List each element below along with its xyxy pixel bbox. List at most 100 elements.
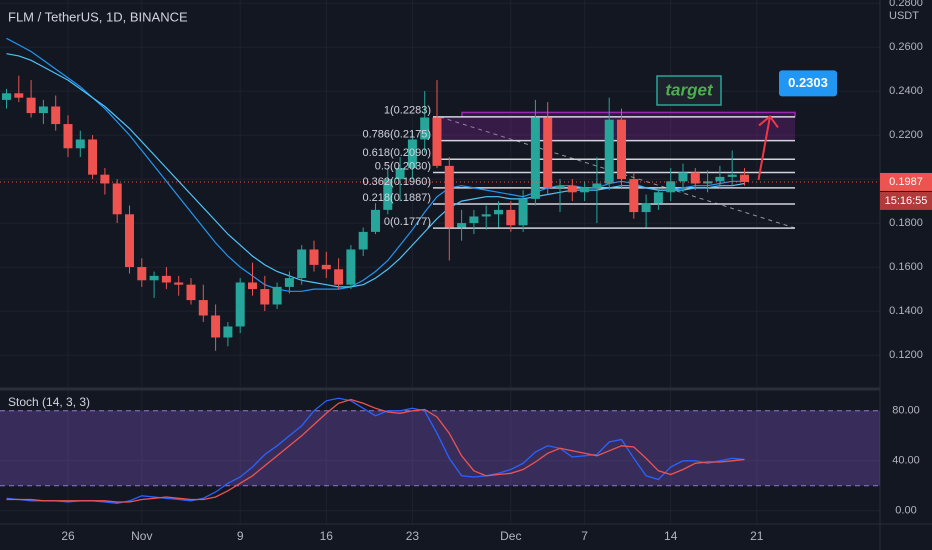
y-tick-label: 0.00 [895, 505, 916, 517]
candle-body [617, 119, 626, 180]
band-fill [0, 410, 880, 486]
candle-body [481, 214, 491, 217]
stoch-line [6, 398, 745, 503]
candle-body [407, 139, 417, 169]
y-tick-label: 0.1200 [889, 349, 923, 361]
fib-label: 0.5(0.2030) [375, 160, 431, 172]
candle-body [248, 282, 257, 290]
candle-body [88, 139, 98, 175]
unit-label: USDT [889, 10, 919, 22]
candle-body [543, 117, 553, 188]
candle-body [2, 93, 11, 100]
indicator-title: Stoch (14, 3, 3) [8, 395, 90, 409]
candle-body [653, 192, 663, 204]
candle-body [604, 119, 614, 184]
candle-body [211, 315, 221, 338]
candle-body [235, 282, 245, 327]
candle-body [260, 289, 270, 305]
x-tick-label: 7 [581, 529, 588, 543]
fib-label: 0.618(0.2090) [363, 147, 432, 159]
x-tick-label: 14 [664, 529, 678, 543]
candle-body [530, 117, 540, 199]
x-tick-label: 26 [61, 529, 75, 543]
fib-label: 0.786(0.2175) [363, 128, 432, 140]
candle-body [161, 275, 171, 283]
candle-body [395, 168, 405, 180]
candle-body [75, 139, 85, 149]
candle-body [358, 231, 368, 250]
x-tick-label: Dec [500, 529, 521, 543]
candle-body [284, 278, 294, 287]
target-arrowhead [758, 114, 779, 129]
y-tick-label: 0.2600 [889, 41, 923, 53]
target-price-label: 0.2303 [788, 75, 828, 90]
x-tick-label: Nov [131, 529, 152, 543]
x-tick-label: 21 [750, 529, 764, 543]
y-tick-label: 40.00 [892, 455, 920, 467]
candle-body [506, 209, 516, 226]
candle-body [334, 269, 344, 285]
candle-body [703, 181, 713, 184]
candle-body [14, 93, 24, 98]
candle-body [309, 249, 319, 265]
candle-body [567, 185, 577, 193]
candle-body [346, 249, 356, 285]
x-tick-label: 16 [320, 529, 334, 543]
candle-body [444, 165, 454, 228]
candle-body [629, 179, 639, 213]
candle-body [555, 185, 565, 188]
x-tick-label: 23 [406, 529, 420, 543]
candle-body [420, 117, 430, 140]
plot [0, 37, 880, 504]
candle-body [715, 176, 725, 182]
fib-label: 0.218(0.1887) [363, 192, 432, 204]
candle-body [174, 282, 184, 285]
candle-body [457, 223, 467, 228]
candle-body [223, 326, 233, 338]
candle-body [137, 267, 147, 281]
candle-body [494, 209, 503, 215]
target-arrow [757, 116, 771, 181]
y-tick-label: 0.1400 [889, 305, 923, 317]
stoch-line [6, 397, 745, 504]
candle-body [727, 174, 737, 177]
y-tick-label: 0.2800 [889, 0, 923, 9]
fib-label: 0.362(0.1960) [363, 176, 432, 188]
y-tick-label: 0.2200 [889, 129, 923, 141]
target-box [656, 75, 722, 106]
candle-body [641, 203, 651, 213]
candle-body [740, 174, 749, 182]
candle-body [38, 106, 48, 114]
candle-body [125, 214, 134, 268]
candle-body [112, 183, 122, 215]
chart-title: FLM / TetherUS, 1D, BINANCE [8, 9, 188, 24]
candle-body [272, 286, 282, 305]
fib-zone [433, 116, 795, 141]
candle-body [383, 179, 393, 210]
candle-body [51, 106, 61, 125]
candle-body [592, 183, 602, 188]
fib-label: 0(0.1777) [384, 216, 431, 228]
last-price-label: 0.1987 [889, 176, 923, 188]
candle-body [666, 181, 676, 193]
candle-body [26, 97, 36, 114]
candle-body [149, 275, 159, 281]
candle-body [198, 300, 208, 316]
candle-body [469, 216, 479, 224]
candle-body [63, 124, 73, 149]
y-tick-label: 80.00 [892, 405, 920, 417]
y-tick-label: 0.2400 [889, 85, 923, 97]
x-tick-label: 9 [237, 529, 244, 543]
candle-body [321, 264, 331, 270]
candle-body [371, 209, 380, 232]
candle-body [186, 284, 196, 301]
y-tick-label: 0.1600 [889, 261, 923, 273]
candle-body [678, 172, 688, 182]
target-price-box [779, 70, 837, 97]
candle-body [518, 198, 528, 226]
candle-body [100, 174, 110, 184]
y-tick-label: 0.1800 [889, 217, 923, 229]
fib-label: 1(0.2283) [384, 105, 431, 117]
